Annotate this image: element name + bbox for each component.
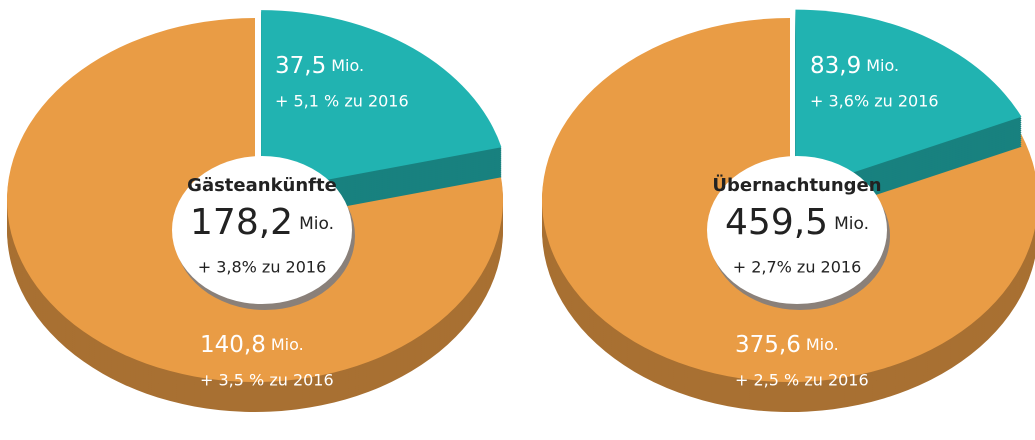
total-unit: Mio. — [299, 214, 334, 234]
slice-unit: Mio. — [331, 56, 364, 75]
slice-value: 83,9 — [810, 53, 861, 79]
slice-value: 140,8 — [200, 332, 266, 358]
slice-label: 375,6 Mio. — [735, 332, 839, 358]
slice-change: + 2,5 % zu 2016 — [735, 371, 869, 390]
slice-unit: Mio. — [806, 335, 839, 354]
center-circle — [707, 156, 887, 304]
center-circle — [172, 156, 352, 304]
slice-value: 37,5 — [275, 53, 326, 79]
slice — [261, 10, 502, 193]
center-total: 178,2 Mio. — [190, 202, 334, 243]
center-change: + 2,7% zu 2016 — [733, 258, 862, 277]
slice — [795, 9, 1022, 192]
center-change: + 3,8% zu 2016 — [198, 258, 327, 277]
slice-unit: Mio. — [866, 56, 899, 75]
slice-change: + 5,1 % zu 2016 — [275, 92, 409, 111]
total-value: 178,2 — [190, 202, 293, 243]
total-value: 459,5 — [725, 202, 828, 243]
slice-value: 375,6 — [735, 332, 801, 358]
slice-change: + 3,5 % zu 2016 — [200, 371, 334, 390]
slice-label: 140,8 Mio. — [200, 332, 304, 358]
center-total: 459,5 Mio. — [725, 202, 869, 243]
slice-label: 83,9 Mio. — [810, 53, 899, 79]
slice-unit: Mio. — [271, 335, 304, 354]
slice-change: + 3,6% zu 2016 — [810, 92, 939, 111]
center-title: Gästeankünfte — [187, 175, 337, 196]
center-title: Übernachtungen — [712, 174, 881, 196]
slice-label: 37,5 Mio. — [275, 53, 364, 79]
total-unit: Mio. — [834, 214, 869, 234]
